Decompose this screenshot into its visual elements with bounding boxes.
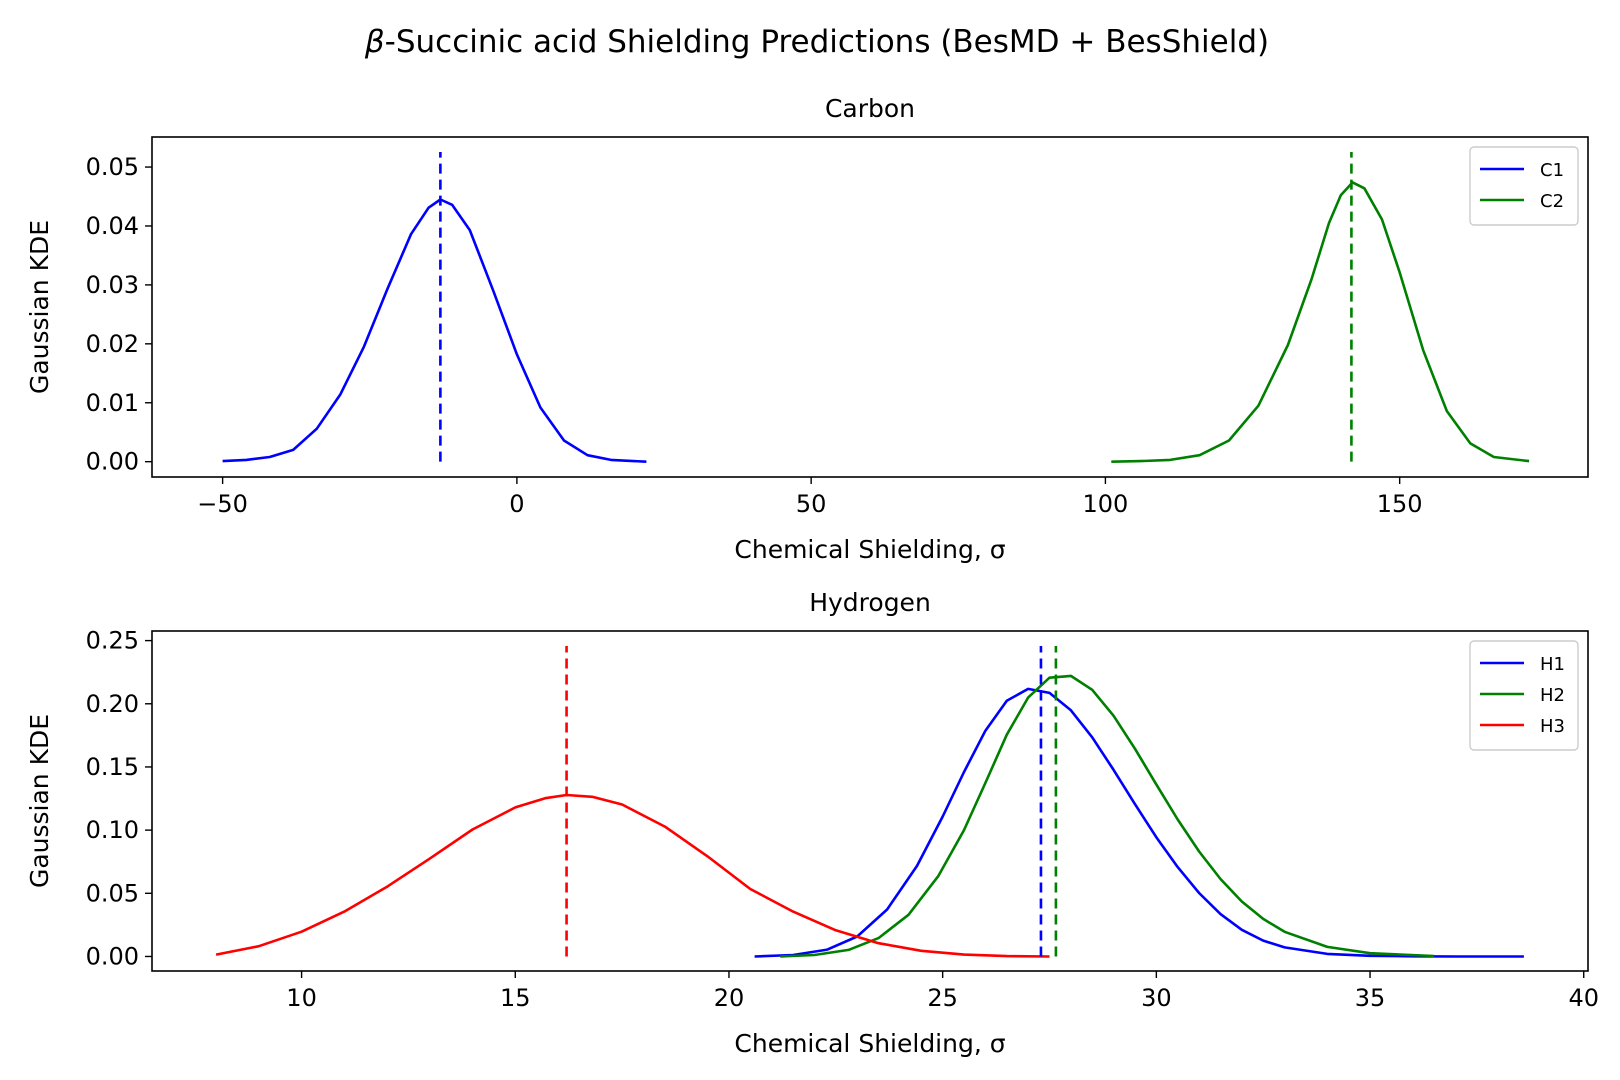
x-tick-label: 30 (1141, 984, 1172, 1012)
x-axis-label: Chemical Shielding, σ (734, 535, 1005, 564)
y-tick-label: 0.05 (86, 153, 139, 181)
x-tick-label: 10 (286, 984, 317, 1012)
subplot-title: Carbon (825, 94, 915, 123)
x-tick-label: 20 (714, 984, 745, 1012)
axes-frame (151, 136, 1589, 478)
y-tick-label: 0.15 (86, 753, 139, 781)
series-line-h1 (754, 687, 1524, 958)
legend-box (1469, 146, 1579, 226)
y-tick-label: 0.00 (86, 942, 139, 970)
x-tick-label: 0 (509, 490, 524, 518)
axes-frame (151, 630, 1589, 972)
legend: H1 H2 H3 (1469, 640, 1579, 751)
figure-title-symbol: β (364, 24, 385, 60)
legend-label-c1: C1 (1540, 160, 1564, 181)
y-tick-label: 0.03 (86, 271, 139, 299)
y-tick-label: 0.25 (86, 627, 139, 655)
x-tick-label: 25 (927, 984, 958, 1012)
carbon-subplot: −50 0 50 100 150 0.00 0.01 0.02 0.03 0.04 0.05 Carb… (25, 94, 1589, 564)
x-tick-label: 100 (1083, 490, 1129, 518)
hydrogen-subplot: 10 15 20 25 30 35 40 0.00 0.05 0.10 0.15 0.20 0.25 Hy… (25, 588, 1599, 1058)
legend-label-h2: H2 (1540, 685, 1565, 706)
x-axis-label: Chemical Shielding, σ (734, 1029, 1005, 1058)
y-axis-label: Gaussian KDE (25, 220, 54, 394)
y-tick-label: 0.04 (86, 212, 139, 240)
series-line-c2 (1111, 181, 1530, 463)
y-tick-label: 0.05 (86, 879, 139, 907)
series-line-c1 (222, 198, 647, 463)
y-tick-label: 0.00 (86, 448, 139, 476)
x-tick-label: −50 (197, 490, 248, 518)
x-tick-label: 50 (796, 490, 827, 518)
y-tick-label: 0.02 (86, 330, 139, 358)
x-tick-label: 40 (1568, 984, 1599, 1012)
legend-box (1469, 640, 1579, 751)
x-tick-label: 35 (1355, 984, 1386, 1012)
legend-label-c2: C2 (1540, 191, 1564, 212)
y-tick-label: 0.01 (86, 389, 139, 417)
x-tick-label: 15 (500, 984, 531, 1012)
y-tick-label: 0.20 (86, 690, 139, 718)
series-line-h2 (780, 674, 1435, 958)
y-tick-label: 0.10 (86, 816, 139, 844)
series-line-h3 (215, 793, 1050, 958)
figure-title: β-Succinic acid Shielding Predictions (B… (364, 24, 1269, 60)
legend-label-h3: H3 (1540, 716, 1565, 737)
figure-title-text: -Succinic acid Shielding Predictions (Be… (385, 24, 1269, 60)
subplot-title: Hydrogen (809, 588, 931, 617)
legend-label-h1: H1 (1540, 654, 1565, 675)
x-tick-label: 150 (1377, 490, 1423, 518)
y-axis-label: Gaussian KDE (25, 714, 54, 888)
